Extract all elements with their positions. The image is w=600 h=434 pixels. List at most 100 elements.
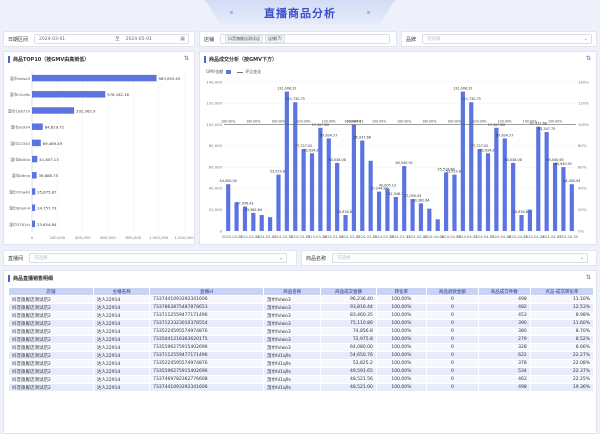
bar xyxy=(293,102,298,231)
detail-table-title: 商品直播销售明细 xyxy=(8,275,53,282)
refresh-icon[interactable]: ⇅ xyxy=(183,55,189,62)
bar xyxy=(259,215,264,231)
table-cell: 64,080.00 xyxy=(320,343,377,352)
table-row[interactable]: 抖音旗舰店测试店2 达人2291d 7337123323010378554 湿巾fxl… xyxy=(8,319,595,328)
bar xyxy=(32,155,38,163)
table-header-cell[interactable]: 主播名称 xyxy=(92,287,151,296)
data-label: 53,519.68 xyxy=(446,170,463,174)
table-header-cell[interactable]: 点击-成交转化率 xyxy=(529,287,595,296)
bar xyxy=(477,149,482,231)
table-row[interactable]: 抖音旗舰店测试店2 达人2291d 7337863875487878653 湿巾fxl… xyxy=(8,303,595,312)
table-cell: 达人2291d xyxy=(92,327,151,336)
date-range-picker[interactable]: 2024-03-01 至 2024-05-01 ▦ xyxy=(34,34,190,44)
page-header: 直播商品分析 xyxy=(0,0,600,26)
table-header-cell[interactable]: 转化率 xyxy=(375,287,427,296)
bar xyxy=(519,215,524,231)
top10-card: 商品TOP10（按GMV由高到低） ⇅ 0 200,000 400,000 600,0… xyxy=(3,51,195,245)
data-label: 69,469.49 xyxy=(43,141,63,146)
table-cell: 达人2291d xyxy=(92,319,151,328)
refresh-icon[interactable]: ⇅ xyxy=(585,55,591,62)
bar xyxy=(335,162,340,231)
refresh-icon[interactable]: ⇅ xyxy=(585,274,591,281)
detail-table-card: 商品直播销售明细 ⇅ 店铺 主播名称 直播id 商品名称 商品成交金额 转化率 商品退款金额… xyxy=(3,270,597,434)
table-cell: 100.00% xyxy=(375,359,427,368)
brand-select[interactable]: 可选择 ⌄ xyxy=(422,34,592,44)
bar xyxy=(326,138,331,231)
header-deco-dot xyxy=(367,11,370,14)
bar xyxy=(301,149,306,231)
table-header-cell[interactable]: 商品退款金额 xyxy=(425,287,479,296)
bar xyxy=(368,160,373,231)
table-cell: 达人2291d xyxy=(92,311,151,320)
bar xyxy=(32,220,35,228)
date-separator: 至 xyxy=(115,37,120,42)
table-cell: 达人2291d xyxy=(92,359,151,368)
data-label: 131,008.31 xyxy=(277,87,296,91)
x-tick-label: 2024-03-16 xyxy=(306,235,328,239)
x-tick-label: 2024-03-22 xyxy=(339,235,360,239)
table-row[interactable]: 抖音旗舰店测试店2 达人2291d 7335224595574974876 湿巾fxl… xyxy=(8,327,595,336)
table-header-cell[interactable]: 商品成交件数 xyxy=(477,287,531,296)
data-label: 15,630.88 xyxy=(337,210,354,214)
table-cell: 378 xyxy=(477,359,531,368)
table-cell: 湿巾fxlwo3 xyxy=(262,303,322,312)
ratio-label: 100.00% xyxy=(347,120,361,124)
bar xyxy=(452,174,457,231)
shop-tag[interactable]: 店铺(7) xyxy=(265,35,285,43)
bar xyxy=(561,167,566,231)
category-label: 湿巾b0am4 xyxy=(9,206,30,211)
table-cell: 100.00% xyxy=(375,375,427,384)
table-cell: 7335041216363620175 xyxy=(149,335,264,344)
legend-gmv-swatch xyxy=(226,70,232,74)
table-cell: 0 xyxy=(425,295,479,304)
table-header-cell[interactable]: 直播id xyxy=(149,287,264,296)
x-tick-label: 2024-04-15 xyxy=(473,235,494,239)
table-row[interactable]: 抖音旗舰店测试店2 达人2291d 7335224595574974876 湿巾hl1… xyxy=(8,359,595,368)
table-header-cell[interactable]: 商品成交金额 xyxy=(320,287,377,296)
bar xyxy=(435,219,440,231)
shop-select[interactable]: 抖音旗舰店测试店 店铺(7) xyxy=(220,34,391,44)
table-cell: 0 xyxy=(425,351,479,360)
table-row[interactable]: 抖音旗舰店测试店2 达人2291d 7335596275915402696 湿巾hl1… xyxy=(8,367,595,376)
table-cell: 湿巾fxlwo3 xyxy=(262,311,322,320)
category-label: 湿巾oe934 xyxy=(11,125,31,130)
data-label: 97,937.68 xyxy=(530,122,547,126)
table-cell: 湿巾fxlwo3 xyxy=(262,335,322,344)
table-row[interactable]: 抖音旗舰店测试店2 达人2291d 7335041216363620175 湿巾fxl… xyxy=(8,335,595,344)
table-row[interactable]: 抖音旗舰店测试店2 达人2291d 7337112559477171496 湿巾fxl… xyxy=(8,311,595,320)
data-label: 77,727.02 xyxy=(295,144,312,148)
trend-legend: GMV金额 环比变化 xyxy=(206,69,261,75)
bar xyxy=(511,162,516,231)
data-label: 87,634.27 xyxy=(496,133,513,137)
ratio-label: 100.00% xyxy=(523,120,537,124)
table-row[interactable]: 抖音旗舰店测试店2 达人2291d 7337441093392341606 湿巾hl1… xyxy=(8,383,595,392)
header-deco-dot xyxy=(230,11,233,14)
y-tick-label: 20,000 xyxy=(209,207,223,212)
table-cell: 7337441093392341606 xyxy=(149,295,264,304)
host-select[interactable]: 可选择 ⌄ xyxy=(29,253,288,263)
ratio-label: 100.00% xyxy=(221,120,235,124)
table-cell: 100.00% xyxy=(375,319,427,328)
table-row[interactable]: 抖音旗舰店测试店2 达人2291d 7337469782362776608 湿巾hl1… xyxy=(8,375,595,384)
page-title: 直播商品分析 xyxy=(264,7,336,20)
x-tick-label: 1,000,000 xyxy=(149,235,169,240)
ratio-label: 100.00% xyxy=(473,120,487,124)
product-select[interactable]: 可选择 ⌄ xyxy=(332,253,589,263)
table-cell: 抖音旗舰店测试店2 xyxy=(8,311,94,320)
y2-tick-label: 120% xyxy=(578,101,589,106)
table-header-cell[interactable]: 店铺 xyxy=(8,287,94,296)
table-cell: 湿巾hl1q9s xyxy=(262,383,322,392)
header-banner xyxy=(205,0,395,24)
table-cell: 达人2291d xyxy=(92,367,151,376)
shop-tag[interactable]: 抖音旗舰店测试店 xyxy=(225,35,264,43)
x-tick-label: 600,000 xyxy=(100,235,116,240)
table-row[interactable]: 抖音旗舰店测试店2 达人2291d 7335596275915402696 湿巾fxl… xyxy=(8,343,595,352)
table-row[interactable]: 抖音旗舰店测试店2 达人2291d 7337441093392341606 湿巾fxl… xyxy=(8,295,595,304)
table-cell: 抖音旗舰店测试店2 xyxy=(8,327,94,336)
bar xyxy=(485,153,491,231)
date-filter: 日期区间 2024-03-01 至 2024-05-01 ▦ xyxy=(3,31,195,47)
host-label: 直播间 xyxy=(8,255,24,262)
table-header-cell[interactable]: 商品名称 xyxy=(262,287,322,296)
table-row[interactable]: 抖音旗舰店测试店2 达人2291d 7337112559477171496 湿巾hl1… xyxy=(8,351,595,360)
x-tick-label: 2024-04-30 xyxy=(557,235,579,239)
